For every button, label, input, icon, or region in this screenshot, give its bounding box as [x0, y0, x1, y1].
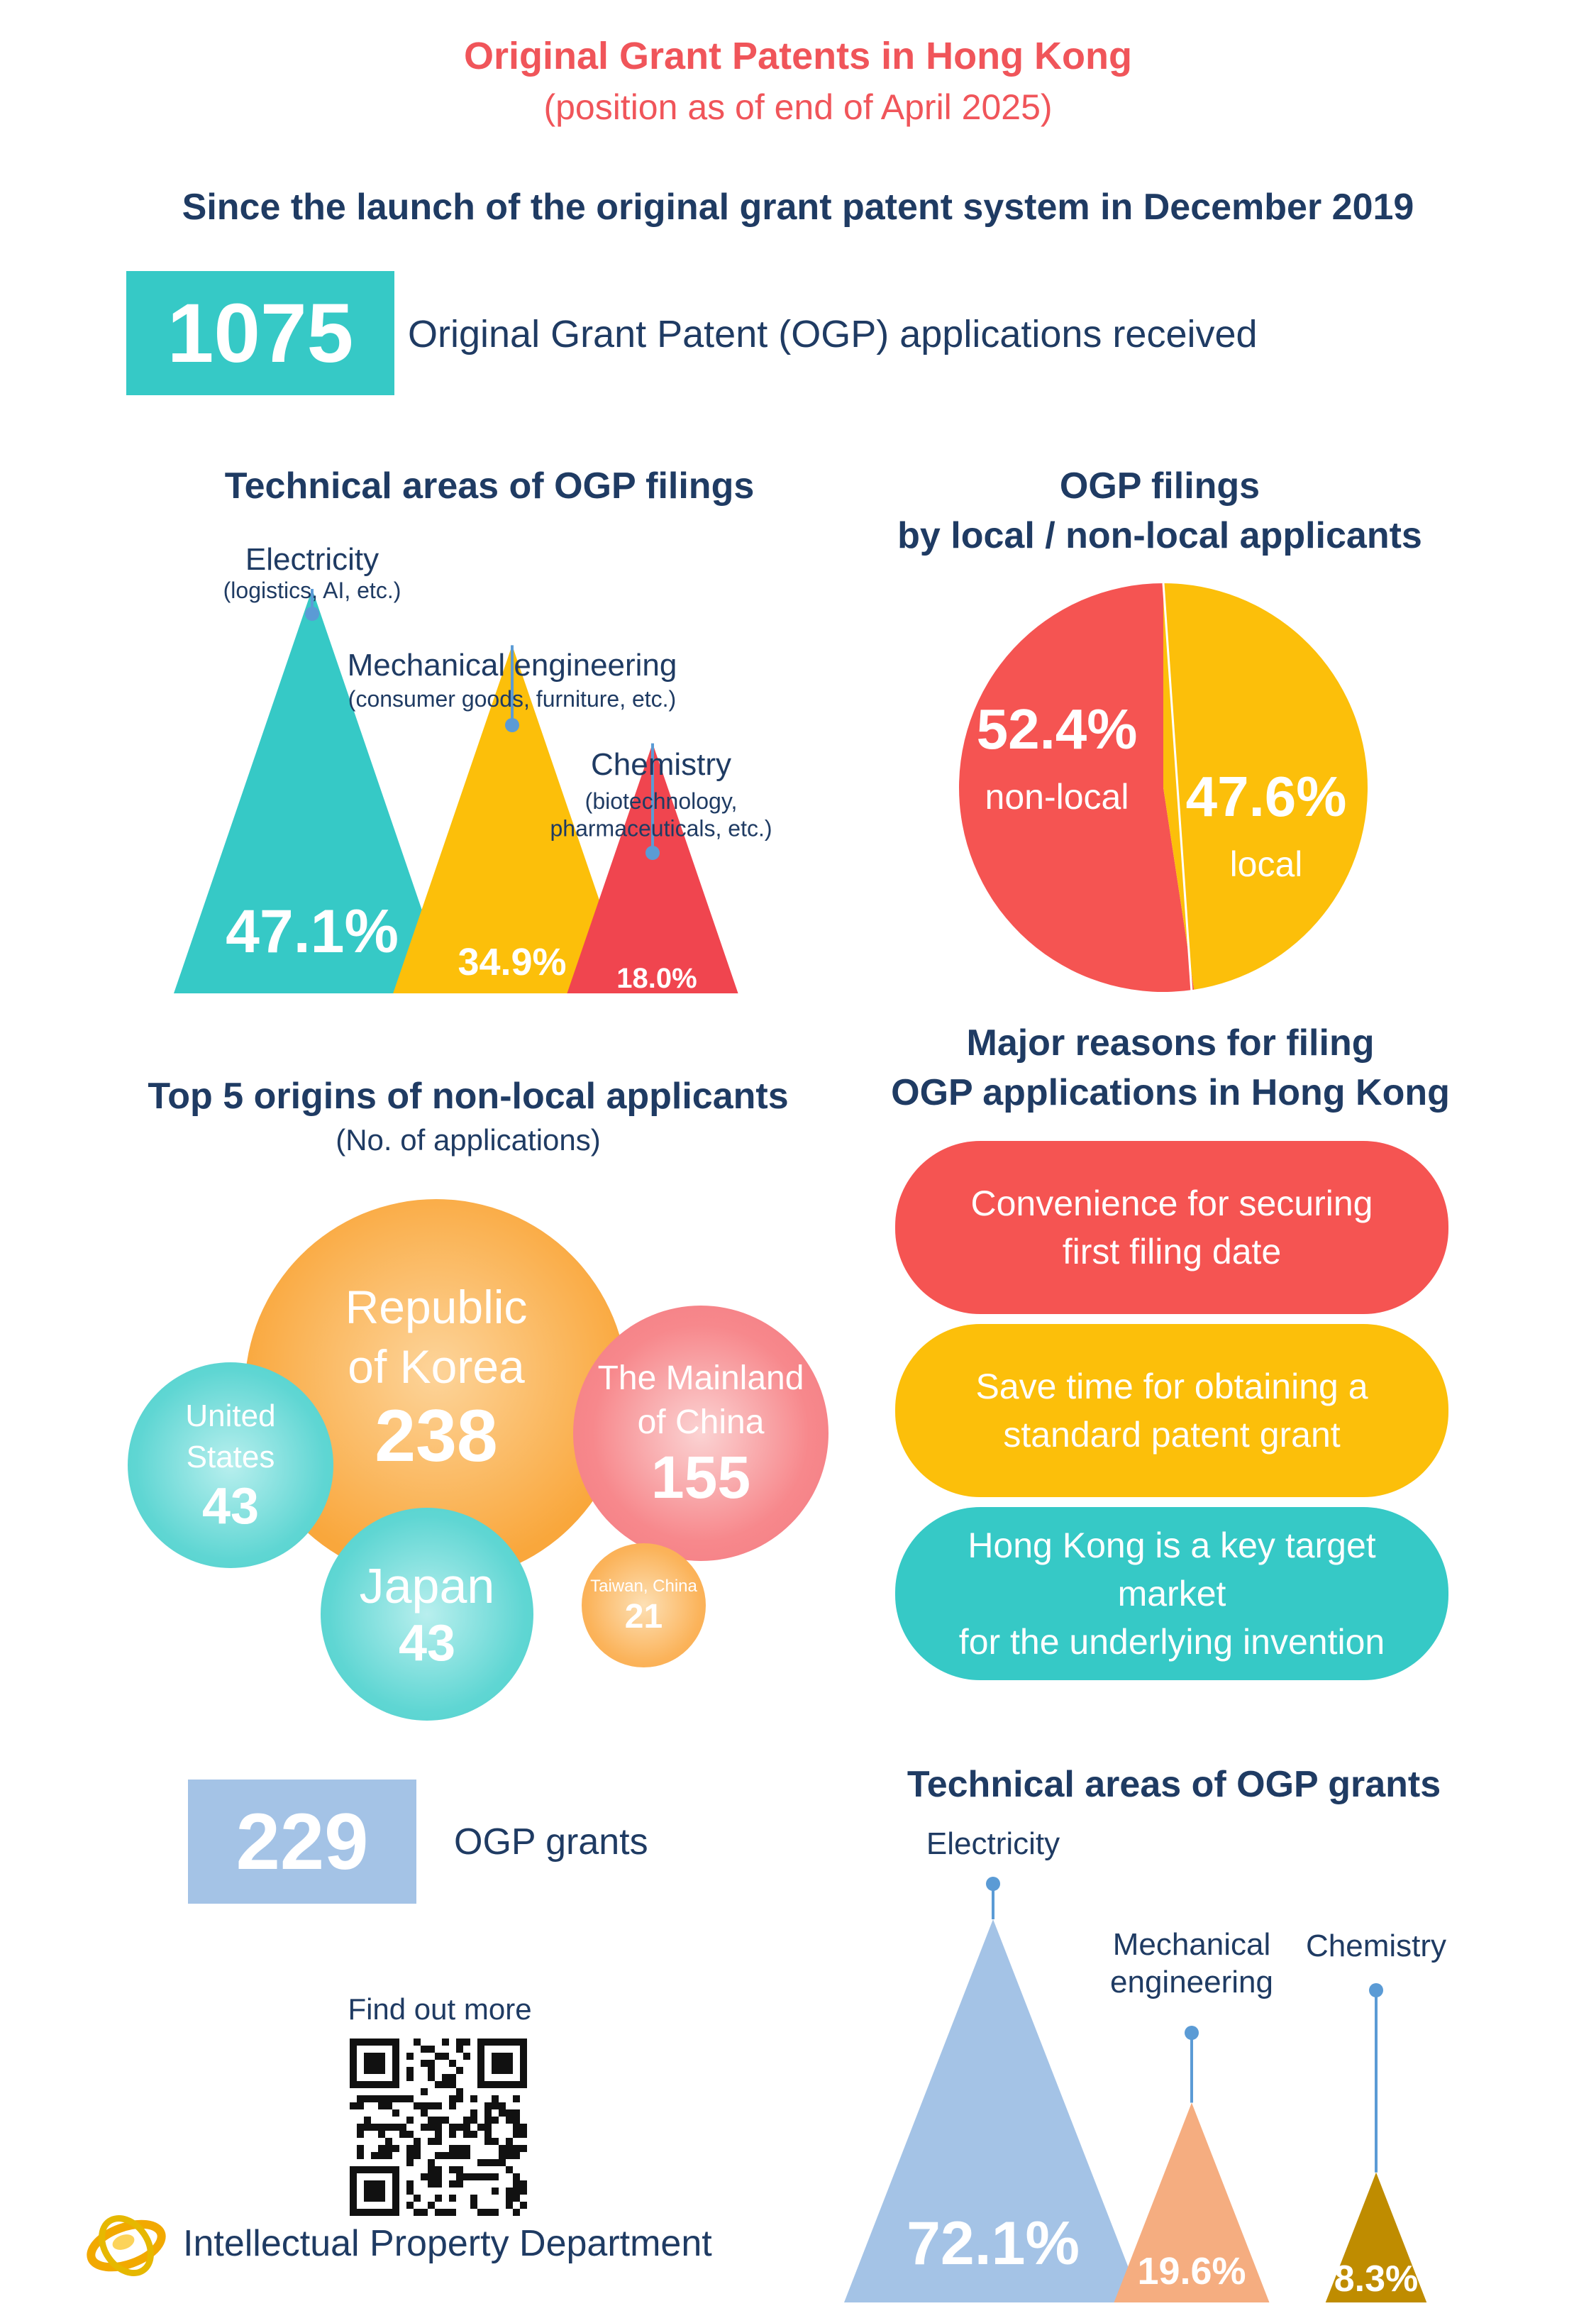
- mountain-value-label-2: 18.0%: [616, 963, 697, 994]
- bubble-korea-value: 238: [375, 1396, 498, 1476]
- grants-areas-title: Technical areas of OGP grants: [880, 1760, 1468, 1809]
- page-title: Original Grant Patents in Hong Kong: [0, 34, 1596, 78]
- mountain-value-label-2: 8.3%: [1334, 2258, 1419, 2300]
- mountain-category-sub-2: pharmaceuticals, etc.): [550, 815, 772, 841]
- bubble-taiwan: Taiwan, China 21: [582, 1543, 706, 1667]
- grants-label: OGP grants: [454, 1821, 648, 1863]
- local-split-title-2: by local / non-local applicants: [802, 511, 1518, 561]
- bubble-mainland-value: 155: [651, 1445, 750, 1510]
- since-heading: Since the launch of the original grant p…: [0, 186, 1596, 228]
- bubble-japan-value: 43: [399, 1615, 455, 1672]
- find-out-more: Find out more: [298, 1992, 582, 2026]
- mountain-value-label-0: 72.1%: [907, 2210, 1080, 2278]
- filings-areas-title: Technical areas of OGP filings: [135, 461, 844, 511]
- mountain-category-sub-2: (biotechnology,: [585, 788, 738, 814]
- mountain-category-label-2: Chemistry: [1306, 1929, 1446, 1963]
- page-subtitle: (position as of end of April 2025): [0, 87, 1596, 128]
- mountain-dot-1: [505, 718, 519, 732]
- applications-count: 1075: [167, 285, 354, 382]
- mountain-category-sub-0: (logistics, AI, etc.): [223, 578, 401, 603]
- mountain-category-label-0: Electricity: [926, 1826, 1060, 1861]
- pie-category-label-0: non-local: [985, 777, 1129, 817]
- local-split-title-1: OGP filings: [802, 461, 1518, 511]
- bubble-japan-label: Japan: [360, 1557, 495, 1615]
- mountain-category-label-1: Mechanical: [1113, 1927, 1271, 1962]
- reason-text-2: Save time for obtaining a standard paten…: [975, 1362, 1368, 1459]
- reason-text-3: Hong Kong is a key target market for the…: [924, 1521, 1420, 1666]
- mountain-value-label-1: 34.9%: [458, 941, 566, 983]
- mountain-dot-2: [1369, 1983, 1383, 1997]
- bubble-us: United States 43: [128, 1362, 333, 1568]
- pie-value-label-0: 52.4%: [977, 697, 1138, 761]
- origins-subtitle: (No. of applications): [113, 1123, 823, 1157]
- applications-label: Original Grant Patent (OGP) applications…: [408, 312, 1258, 356]
- grants-count: 229: [236, 1796, 369, 1887]
- pie-value-label-1: 47.6%: [1186, 765, 1347, 828]
- reason-pill-1: Convenience for securing first filing da…: [895, 1141, 1448, 1314]
- bubble-taiwan-value: 21: [625, 1598, 663, 1636]
- bubble-korea-label: Republic of Korea: [345, 1277, 528, 1396]
- bubble-taiwan-label: Taiwan, China: [590, 1575, 697, 1598]
- reasons-title-1: Major reasons for filing: [816, 1018, 1525, 1068]
- bubble-us-value: 43: [202, 1478, 259, 1535]
- mountain-category-label-1: engineering: [1110, 1965, 1273, 1999]
- reason-text-1: Convenience for securing first filing da…: [971, 1179, 1373, 1276]
- mountain-dot-0: [305, 607, 319, 621]
- department-name: Intellectual Property Department: [183, 2222, 712, 2265]
- mountain-category-label-1: Mechanical engineering: [348, 648, 677, 683]
- mountain-category-label-2: Chemistry: [591, 747, 731, 782]
- grants-areas-chart: Electricity 72.1% Mechanicalengineering 19.…: [837, 1816, 1546, 2306]
- reasons-title-2: OGP applications in Hong Kong: [816, 1068, 1525, 1118]
- local-split-pie: 52.4% non-local 47.6% local: [951, 575, 1376, 1000]
- applications-count-box: 1075: [126, 271, 394, 395]
- mountain-category-label-0: Electricity: [245, 542, 379, 577]
- mountain-dot-0: [986, 1877, 1000, 1891]
- origins-title: Top 5 origins of non-local applicants: [113, 1071, 823, 1121]
- mountain-value-label-0: 47.1%: [226, 898, 399, 966]
- grants-count-box: 229: [188, 1780, 416, 1904]
- reason-pill-2: Save time for obtaining a standard paten…: [895, 1324, 1448, 1497]
- mountain-category-sub-1: (consumer goods, furniture, etc.): [348, 686, 676, 712]
- ipd-logo: [84, 2207, 169, 2285]
- bubble-mainland-label: The Mainland of China: [598, 1357, 804, 1445]
- filings-areas-chart: Electricity(logistics, AI, etc.) 47.1% Mec…: [142, 525, 780, 1000]
- mountain-value-label-1: 19.6%: [1137, 2250, 1246, 2293]
- mountain-dot-1: [1185, 2026, 1199, 2040]
- qr-code[interactable]: [350, 2039, 527, 2216]
- bubble-us-label: United States: [185, 1396, 275, 1478]
- pie-category-label-1: local: [1230, 844, 1303, 884]
- reason-pill-3: Hong Kong is a key target market for the…: [895, 1507, 1448, 1680]
- mountain-dot-2: [645, 846, 660, 860]
- bubble-mainland: The Mainland of China 155: [573, 1306, 829, 1561]
- bubble-japan: Japan 43: [321, 1508, 533, 1721]
